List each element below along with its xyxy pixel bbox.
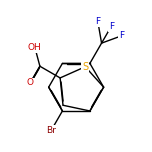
Text: Br: Br [47,126,56,135]
Text: F: F [95,17,100,26]
Text: S: S [82,62,88,72]
Text: O: O [27,78,34,87]
Text: OH: OH [28,43,42,52]
Text: F: F [119,31,124,40]
Text: F: F [109,22,114,31]
